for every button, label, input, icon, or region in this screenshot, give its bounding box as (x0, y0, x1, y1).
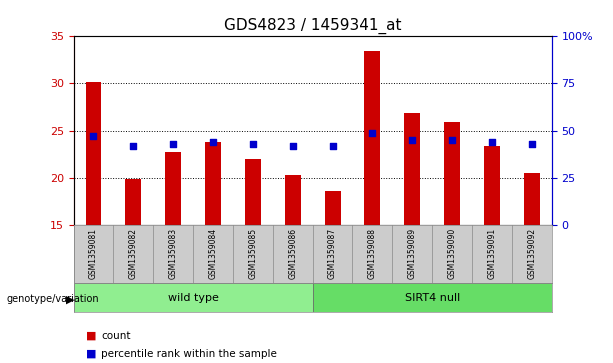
Text: GSM1359091: GSM1359091 (487, 228, 497, 279)
Point (88, 134, 98, 139)
Bar (524, 173, 539, 225)
Bar (126, 179, 142, 225)
Text: ▶: ▶ (66, 294, 75, 305)
Text: GSM1359086: GSM1359086 (288, 228, 297, 279)
Point (288, 143, 298, 149)
Bar (205, 142, 221, 225)
Text: ■: ■ (86, 349, 96, 359)
Text: GSM1359082: GSM1359082 (129, 228, 138, 279)
Text: GSM1359083: GSM1359083 (169, 228, 178, 279)
Bar (313, 283, 552, 312)
Text: percentile rank within the sample: percentile rank within the sample (101, 349, 277, 359)
Point (407, 137, 417, 143)
Bar (325, 191, 341, 225)
Text: ■: ■ (86, 331, 96, 341)
Text: GSM1359085: GSM1359085 (248, 228, 257, 279)
Point (208, 139, 218, 145)
Title: GDS4823 / 1459341_at: GDS4823 / 1459341_at (224, 17, 402, 33)
Text: SIRT4 null: SIRT4 null (405, 293, 460, 303)
Bar (444, 122, 460, 225)
Text: wild type: wild type (168, 293, 218, 303)
Point (129, 143, 139, 149)
Bar (166, 152, 181, 225)
Point (328, 143, 338, 149)
Bar (245, 159, 261, 225)
Text: GSM1359090: GSM1359090 (447, 228, 457, 279)
Text: count: count (101, 331, 131, 341)
Bar (86, 82, 102, 225)
Point (527, 141, 537, 147)
Text: GSM1359092: GSM1359092 (527, 228, 536, 279)
Text: GSM1359089: GSM1359089 (408, 228, 417, 279)
Point (487, 139, 497, 145)
Bar (364, 52, 380, 225)
Bar (284, 175, 300, 225)
Text: GSM1359087: GSM1359087 (328, 228, 337, 279)
Text: GSM1359084: GSM1359084 (208, 228, 218, 279)
Point (248, 141, 258, 147)
Text: GSM1359088: GSM1359088 (368, 228, 377, 279)
Bar (74, 283, 313, 312)
Point (368, 130, 378, 135)
Point (168, 141, 178, 147)
Point (447, 137, 457, 143)
Bar (405, 113, 421, 225)
Text: GSM1359081: GSM1359081 (89, 228, 98, 279)
Text: genotype/variation: genotype/variation (6, 294, 99, 305)
Bar (484, 146, 500, 225)
